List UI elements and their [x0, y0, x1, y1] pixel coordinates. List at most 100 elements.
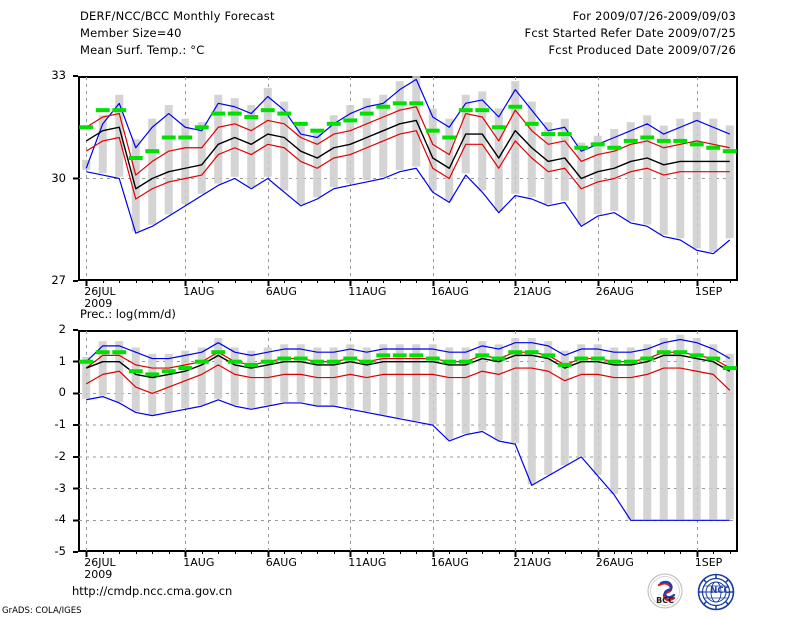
series-line	[85, 78, 730, 169]
report-title: DERF/NCC/BCC Monthly Forecast	[80, 9, 275, 23]
spread-bar	[115, 94, 124, 177]
spread-bar	[445, 118, 454, 201]
spread-bar	[610, 128, 619, 211]
spread-bar	[379, 344, 388, 415]
website-url[interactable]: http://cmdp.ncc.cma.gov.cn	[72, 584, 233, 598]
temperature-panel-label: Mean Surf. Temp.: °C	[80, 43, 205, 57]
spread-bar	[412, 344, 421, 422]
spread-bar	[610, 347, 619, 494]
spread-bar	[511, 337, 520, 444]
spread-bar	[197, 347, 206, 406]
spread-bar	[379, 94, 388, 177]
spread-bar	[725, 125, 734, 239]
y-axis-tick-label: 27	[51, 273, 66, 287]
spread-bar	[346, 344, 355, 409]
spread-bar	[98, 341, 107, 396]
series-line	[85, 354, 731, 379]
spread-bar	[313, 128, 322, 198]
spread-bar	[280, 101, 289, 191]
spread-bar	[329, 347, 338, 406]
spread-bar	[494, 108, 503, 211]
x-axis-tick-label: 1SEP	[694, 556, 723, 569]
spread-bar	[181, 350, 190, 409]
spread-bar	[676, 118, 685, 239]
spread-bar	[544, 341, 553, 475]
x-axis-tick-label: 6AUG	[265, 285, 297, 298]
spread-bar	[131, 347, 140, 412]
x-axis-tick-label: 26AUG	[595, 556, 634, 569]
spread-bar	[395, 81, 404, 170]
series-line	[85, 351, 731, 369]
organization-logos: BCC NCC	[645, 573, 755, 611]
spread-bar	[428, 344, 437, 425]
x-axis-tick-label: 21AUG	[513, 285, 552, 298]
y-axis-tick-label: -1	[54, 417, 66, 432]
spread-bar	[692, 111, 701, 249]
bcc-logo: BCC	[647, 573, 683, 609]
series-line	[86, 396, 730, 521]
x-axis-tick-label: 6AUG	[265, 556, 297, 569]
spread-bar	[247, 105, 256, 188]
y-axis-tick-label: -4	[54, 512, 66, 527]
spread-bar	[82, 356, 91, 399]
series-line	[85, 338, 731, 363]
x-axis-tick-label: 26JUL	[84, 285, 116, 298]
spread-bar	[560, 350, 569, 466]
x-axis-tick-label: 1SEP	[694, 285, 723, 298]
spread-bar	[197, 122, 206, 194]
spread-bar	[560, 118, 569, 201]
spread-bar	[577, 142, 586, 225]
series-line	[86, 167, 731, 255]
spread-bar	[296, 344, 305, 402]
forecast-period: For 2009/07/26-2009/09/03	[572, 9, 736, 23]
x-axis-tick-label: 21AUG	[513, 556, 552, 569]
spread-bar	[296, 125, 305, 205]
spread-bar	[82, 159, 91, 170]
spread-bar	[362, 98, 371, 181]
spread-bar	[659, 125, 668, 235]
y-axis-tick-label: 1	[58, 353, 66, 368]
y-axis-tick-label: -2	[54, 448, 66, 463]
spread-bar	[676, 334, 685, 520]
series-line	[85, 364, 731, 395]
spread-bar	[313, 347, 322, 406]
spread-bar	[527, 101, 536, 198]
spread-bar	[643, 115, 652, 225]
spread-bar	[511, 81, 520, 194]
series-line	[85, 119, 730, 190]
y-axis-tick-label: 0	[58, 385, 66, 400]
series-line	[85, 130, 730, 200]
spread-bar	[527, 337, 536, 485]
spread-bar	[181, 118, 190, 205]
ncc-logo: NCC	[697, 573, 735, 611]
precipitation-panel-label: Prec.: log(mm/d)	[80, 307, 176, 321]
spread-bar	[395, 344, 404, 418]
spread-bar	[263, 347, 272, 406]
spread-bar	[148, 118, 157, 225]
x-axis-tick-label: 1AUG	[183, 556, 215, 569]
spread-bar	[329, 115, 338, 188]
spread-bar	[445, 347, 454, 441]
x-axis-tick-label: 1AUG	[183, 285, 215, 298]
spread-bar	[478, 341, 487, 431]
spread-bar	[98, 115, 107, 174]
spread-bar	[626, 347, 635, 520]
y-axis-tick-label: -5	[54, 544, 66, 558]
y-axis-tick-label: -3	[54, 480, 66, 495]
y-axis-tick-label: 33	[51, 68, 66, 82]
spread-bar	[643, 344, 652, 520]
spread-bar	[263, 87, 272, 177]
series-line	[85, 106, 730, 176]
spread-bar	[593, 135, 602, 215]
forecast-produced-date: Fcst Produced Date 2009/07/26	[548, 43, 736, 57]
x-axis-tick-label: 16AUG	[430, 285, 469, 298]
spread-bar	[214, 337, 223, 399]
spread-bar	[709, 344, 718, 520]
spread-bar	[164, 105, 173, 215]
x-axis-tick-label: 11AUG	[348, 556, 387, 569]
spread-bar	[593, 344, 602, 475]
spread-bar	[692, 337, 701, 520]
spread-bar	[280, 344, 289, 402]
spread-bar	[214, 94, 223, 184]
x-axis-tick-label: 11AUG	[348, 285, 387, 298]
